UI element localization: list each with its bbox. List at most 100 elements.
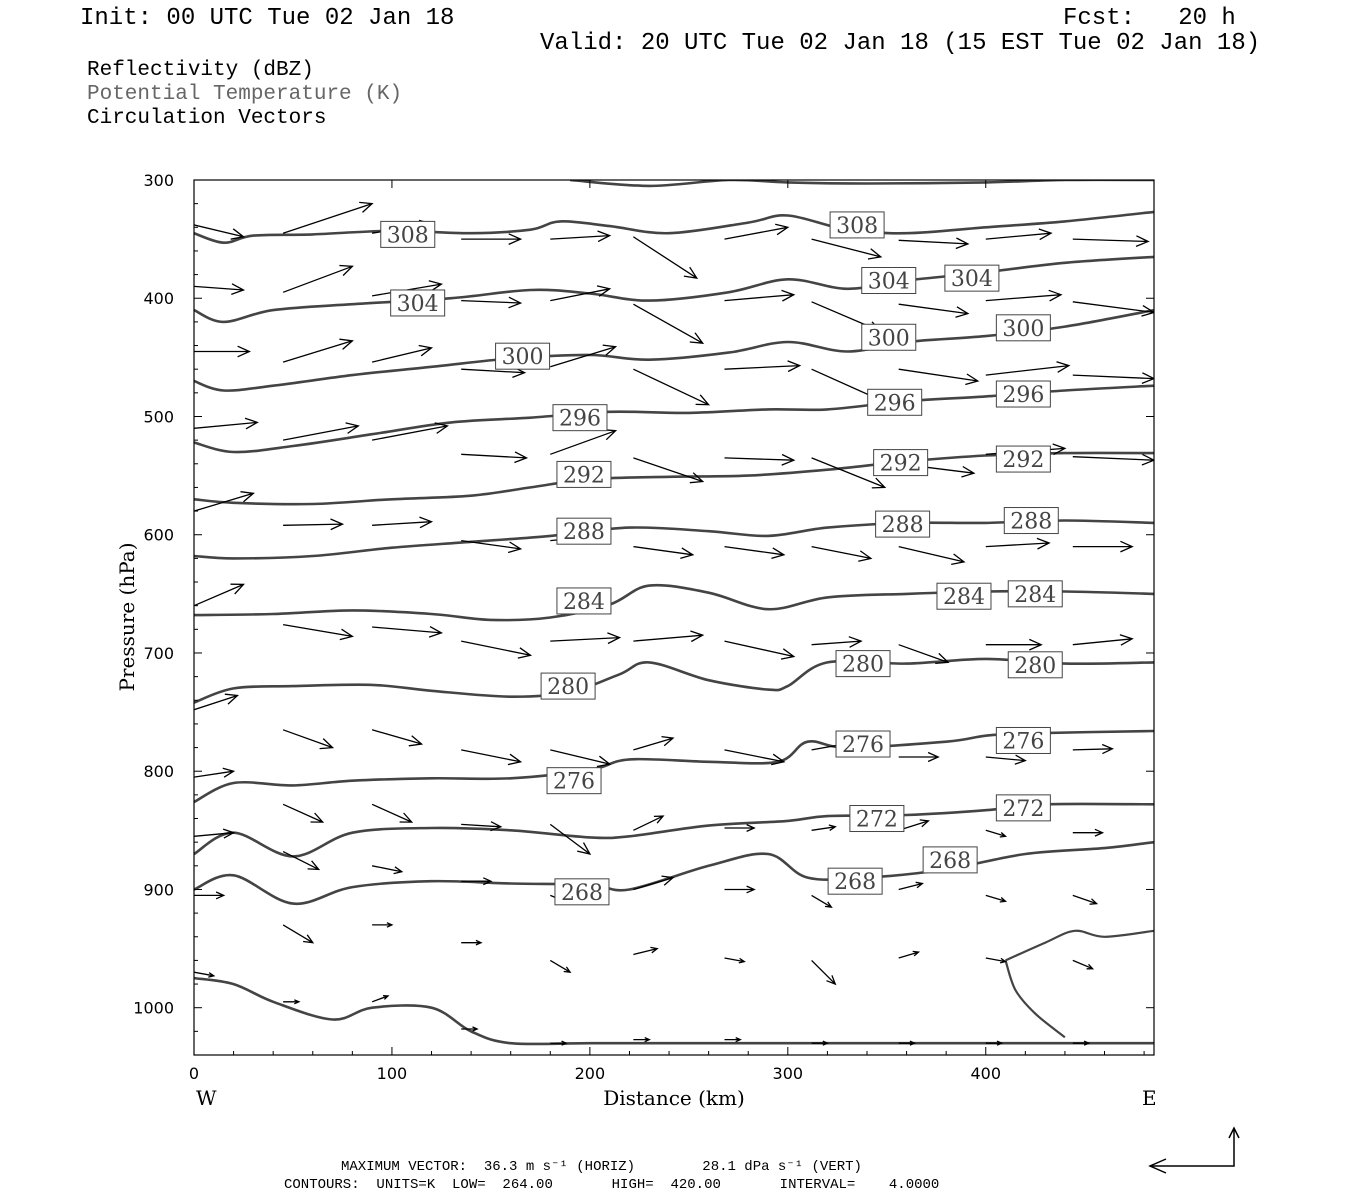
circulation-vector (633, 735, 675, 751)
circulation-vector (194, 693, 240, 711)
x-tick-label: 300 (773, 1064, 804, 1083)
circulation-vector (371, 422, 449, 441)
circulation-vector (985, 361, 1071, 376)
circulation-vector (461, 1026, 479, 1032)
circulation-vector (371, 344, 434, 363)
circulation-vector (898, 881, 924, 891)
contour-label-text: 288 (563, 520, 605, 545)
theta-contour-276 (194, 729, 1154, 804)
contour-label-box (390, 289, 446, 317)
circulation-vector (633, 303, 705, 344)
contour-label-280: 280 (540, 672, 596, 700)
contour-label-304: 304 (861, 267, 917, 295)
reflectivity-contour-0 (1005, 929, 1154, 962)
circulation-vector (282, 623, 354, 641)
theta-contour-272 (194, 802, 1154, 858)
theta-contour-264 (194, 976, 1154, 1046)
circulation-vector (633, 875, 675, 891)
contour-label-308: 308 (829, 211, 885, 239)
contour-label-box (835, 730, 891, 758)
circulation-vector (633, 1037, 651, 1043)
contour-label-text: 300 (1002, 317, 1044, 342)
circulation-vectors (194, 201, 1154, 1046)
circulation-vector (633, 815, 665, 831)
circulation-vector (898, 1040, 917, 1046)
contour-label-box (944, 264, 1000, 292)
contour-label-text: 292 (880, 452, 922, 477)
legend-potential-temperature: Potential Temperature (K) (87, 83, 403, 106)
contour-label-box (556, 517, 612, 545)
circulation-vector (633, 946, 659, 956)
circulation-vector (724, 640, 796, 660)
contour-label-276: 276 (546, 767, 602, 795)
theta-contour-308 (194, 210, 1154, 245)
circulation-vector (282, 851, 321, 871)
contour-labels: 308 308 304 304 304 300 300 300 296 296 296 292 292 2… (380, 211, 1063, 906)
east-label: E (1142, 1086, 1157, 1110)
circulation-vector (724, 957, 746, 964)
contour-label-268: 268 (922, 846, 978, 874)
circulation-vector (724, 360, 802, 373)
circulation-vector (282, 803, 325, 823)
circulation-vector (549, 823, 592, 855)
circulation-vector (194, 345, 251, 358)
circulation-vector (724, 545, 786, 560)
circulation-vector (811, 238, 883, 260)
contour-label-308: 308 (380, 220, 436, 248)
circulation-vector (461, 539, 523, 554)
theta-contours (194, 180, 1154, 1046)
circulation-vector (461, 821, 503, 832)
contour-label-text: 292 (563, 463, 605, 488)
circulation-vector (194, 491, 255, 512)
valid-time: Valid: 20 UTC Tue 02 Jan 18 (15 EST Tue … (540, 30, 1261, 57)
contour-label-280: 280 (835, 650, 891, 678)
circulation-vector (1072, 540, 1134, 553)
contour-label-text: 284 (563, 590, 605, 615)
axes: 0 100 200 300 400 300 400 500 600 700 800 900 1000 (133, 171, 1154, 1083)
reflectivity-contours (1004, 929, 1154, 1039)
circulation-vector (1072, 1040, 1091, 1046)
circulation-vector (724, 749, 786, 766)
circulation-vector (985, 1040, 1004, 1046)
theta-contour-304 (194, 255, 1154, 324)
theta-contour-268 (194, 840, 1154, 905)
circulation-vector (724, 824, 756, 832)
contour-label-box (922, 846, 978, 874)
circulation-vector (811, 894, 833, 909)
circulation-vector (194, 283, 246, 296)
circulation-vector (1072, 372, 1154, 385)
circulation-vector (811, 959, 837, 986)
plot-frame (193, 179, 1155, 1056)
y-tick-label: 1000 (133, 999, 174, 1018)
circulation-vector (811, 1040, 829, 1046)
contour-label-text: 304 (868, 270, 910, 295)
circulation-vector (194, 891, 226, 900)
contour-label-304: 304 (390, 289, 446, 317)
contour-label-text: 280 (842, 653, 884, 678)
circulation-vector (550, 230, 612, 243)
contour-label-text: 284 (943, 585, 985, 610)
contour-label-text: 280 (547, 675, 589, 700)
circulation-vector (898, 950, 921, 959)
contour-label-296: 296 (867, 388, 923, 416)
contour-label-box (875, 510, 931, 538)
y-tick-label: 900 (143, 880, 174, 899)
theta-contour-288 (194, 519, 1154, 560)
contour-label-box (827, 867, 883, 895)
contour-label-268: 268 (827, 867, 883, 895)
contour-label-280: 280 (1007, 651, 1063, 679)
contour-label-text: 272 (1002, 797, 1044, 822)
contour-label-text: 304 (397, 292, 439, 317)
contour-label-text: 300 (502, 345, 544, 370)
contour-label-text: 272 (856, 808, 898, 833)
circulation-vector (282, 422, 360, 441)
contour-label-box (873, 449, 929, 477)
contour-label-box (829, 211, 885, 239)
circulation-vector (985, 289, 1063, 302)
circulation-vector (194, 971, 216, 978)
circulation-vector (461, 640, 533, 659)
circulation-vector (898, 303, 970, 318)
contour-label-box (1003, 507, 1059, 535)
contour-label-box (995, 380, 1051, 408)
